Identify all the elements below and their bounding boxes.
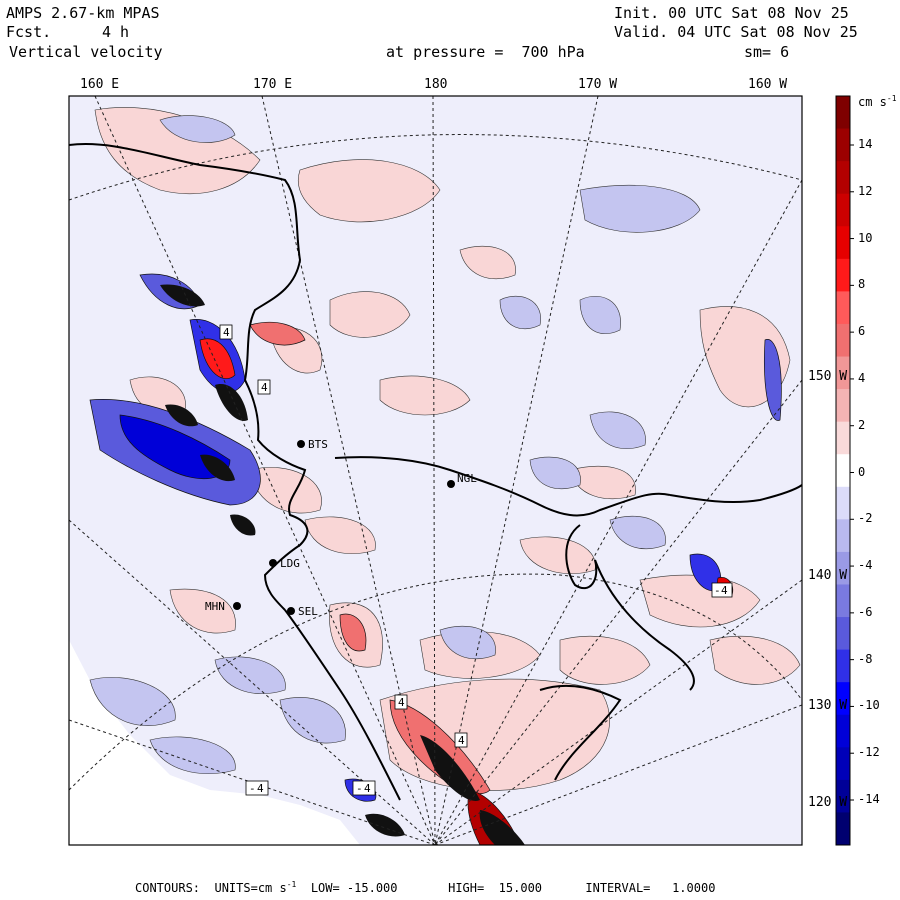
lon-label-160w: 160 W (748, 77, 788, 92)
colorbar-segment (836, 258, 850, 292)
station-label-mhn: MHN (205, 600, 225, 613)
lon-label-180: 180 (424, 77, 448, 92)
colorbar-segment (836, 323, 850, 358)
contour-labels: 4 4 4 - 4 - 4 - 4 4 (219, 324, 733, 796)
colorbar-segment (836, 161, 850, 195)
valid-time: Valid. 04 UTC Sat 08 Nov 25 (614, 23, 858, 41)
negative-velocity-areas (89, 115, 701, 775)
contour-label-3: 4 (458, 734, 465, 747)
lat-label-140w: 140 W (808, 568, 848, 583)
contour-label-6-value: 4 (721, 584, 728, 597)
station-dot-mhn (233, 602, 241, 610)
contour-label-5-value: 4 (364, 782, 371, 795)
colorbar-segment (836, 714, 850, 748)
colorbar-segment (836, 812, 850, 846)
colorbar (835, 95, 854, 846)
contour-label-1: 4 (223, 326, 230, 339)
station-label-bts: BTS (308, 438, 328, 451)
colorbar-segment (836, 584, 850, 618)
colorbar-segment (836, 356, 850, 390)
colorbar-segment (836, 649, 850, 683)
station-markers (233, 440, 455, 615)
colorbar-segment (836, 551, 850, 585)
contour-units: CONTOURS: UNITS=cm s (135, 881, 287, 895)
init-time: Init. 00 UTC Sat 08 Nov 25 (614, 4, 849, 22)
station-label-ngl: NGL (457, 472, 477, 485)
colorbar-tick-label: -4 (858, 558, 873, 573)
smoothing-value: sm= 6 (744, 43, 790, 61)
colorbar-tick-label: -6 (858, 604, 873, 619)
station-dot-ngl (447, 480, 455, 488)
pressure-level: at pressure = 700 hPa (386, 43, 585, 61)
station-dot-bts (297, 440, 305, 448)
colorbar-tick-label: -14 (858, 792, 880, 806)
lat-label-150w: 150 W (808, 369, 848, 384)
colorbar-tick-label: -12 (858, 745, 880, 760)
model-title: AMPS 2.67-km MPAS (6, 4, 160, 22)
lat-label-120w: 120 W (808, 795, 848, 810)
contour-info: CONTOURS: UNITS=cm s-1 LOW= -15.000 HIGH… (135, 880, 716, 895)
colorbar-tick-label: 4 (858, 370, 866, 385)
colorbar-tick-label: 2 (858, 417, 866, 432)
colorbar-segment (836, 193, 850, 227)
colorbar-tick-label: -8 (858, 651, 873, 666)
colorbar-segment (836, 486, 850, 520)
latitude-circles (69, 134, 802, 791)
contour-label-4-value: 4 (257, 782, 264, 795)
lon-label-160e: 160 E (80, 77, 120, 92)
contour-label-4: - (249, 782, 256, 795)
field-name: Vertical velocity (9, 43, 163, 61)
station-label-sel: SEL (298, 605, 318, 618)
coastline (69, 143, 802, 801)
colorbar-tick-label: 8 (858, 277, 866, 292)
lon-label-170w: 170 W (578, 77, 618, 92)
colorbar-segment (836, 291, 850, 325)
colorbar-tick-label: -10 (858, 698, 880, 713)
contour-label-6: - (714, 584, 721, 597)
colorbar-segment (836, 779, 850, 813)
contour-high: HIGH= 15.000 (448, 881, 543, 895)
map-frame (68, 95, 803, 846)
contour-label-2: 4 (398, 696, 405, 709)
positive-velocity-areas (94, 107, 801, 791)
colorbar-frame (835, 95, 851, 846)
lon-label-170e: 170 E (253, 77, 293, 92)
contour-interval: INTERVAL= 1.0000 (585, 881, 716, 895)
colorbar-segment (836, 682, 850, 716)
colorbar-segment (836, 617, 850, 651)
contour-label-7: 4 (261, 381, 268, 394)
colorbar-tick-label: 12 (858, 183, 873, 198)
contour-low: LOW= -15.000 (310, 881, 398, 895)
station-label-ldg: LDG (280, 557, 300, 570)
dense-contour-clusters (160, 284, 525, 845)
strong-downward-motion (89, 273, 782, 802)
forecast-hour: 4 h (102, 23, 130, 41)
contour-label-5: - (356, 782, 363, 795)
station-dot-sel (287, 607, 295, 615)
station-dot-ldg (269, 559, 277, 567)
colorbar-tick-label: -2 (858, 511, 873, 526)
colorbar-segment (836, 421, 850, 455)
colorbar-tick-label: 6 (858, 324, 866, 339)
colorbar-segment (836, 519, 850, 553)
colorbar-segment (836, 226, 850, 260)
colorbar-segment (836, 389, 850, 423)
colorbar-tick-label: 0 (858, 464, 866, 479)
lat-label-130w: 130 W (808, 698, 848, 713)
colorbar-units: cm s-1 (858, 94, 897, 109)
colorbar-tick-label: 14 (858, 137, 873, 151)
colorbar-tick-label: 10 (858, 230, 873, 245)
colorbar-segment (836, 747, 850, 781)
colorbar-segment (836, 454, 850, 488)
colorbar-segment (836, 96, 850, 130)
colorbar-segment (836, 128, 850, 162)
forecast-label: Fcst. (6, 23, 52, 41)
